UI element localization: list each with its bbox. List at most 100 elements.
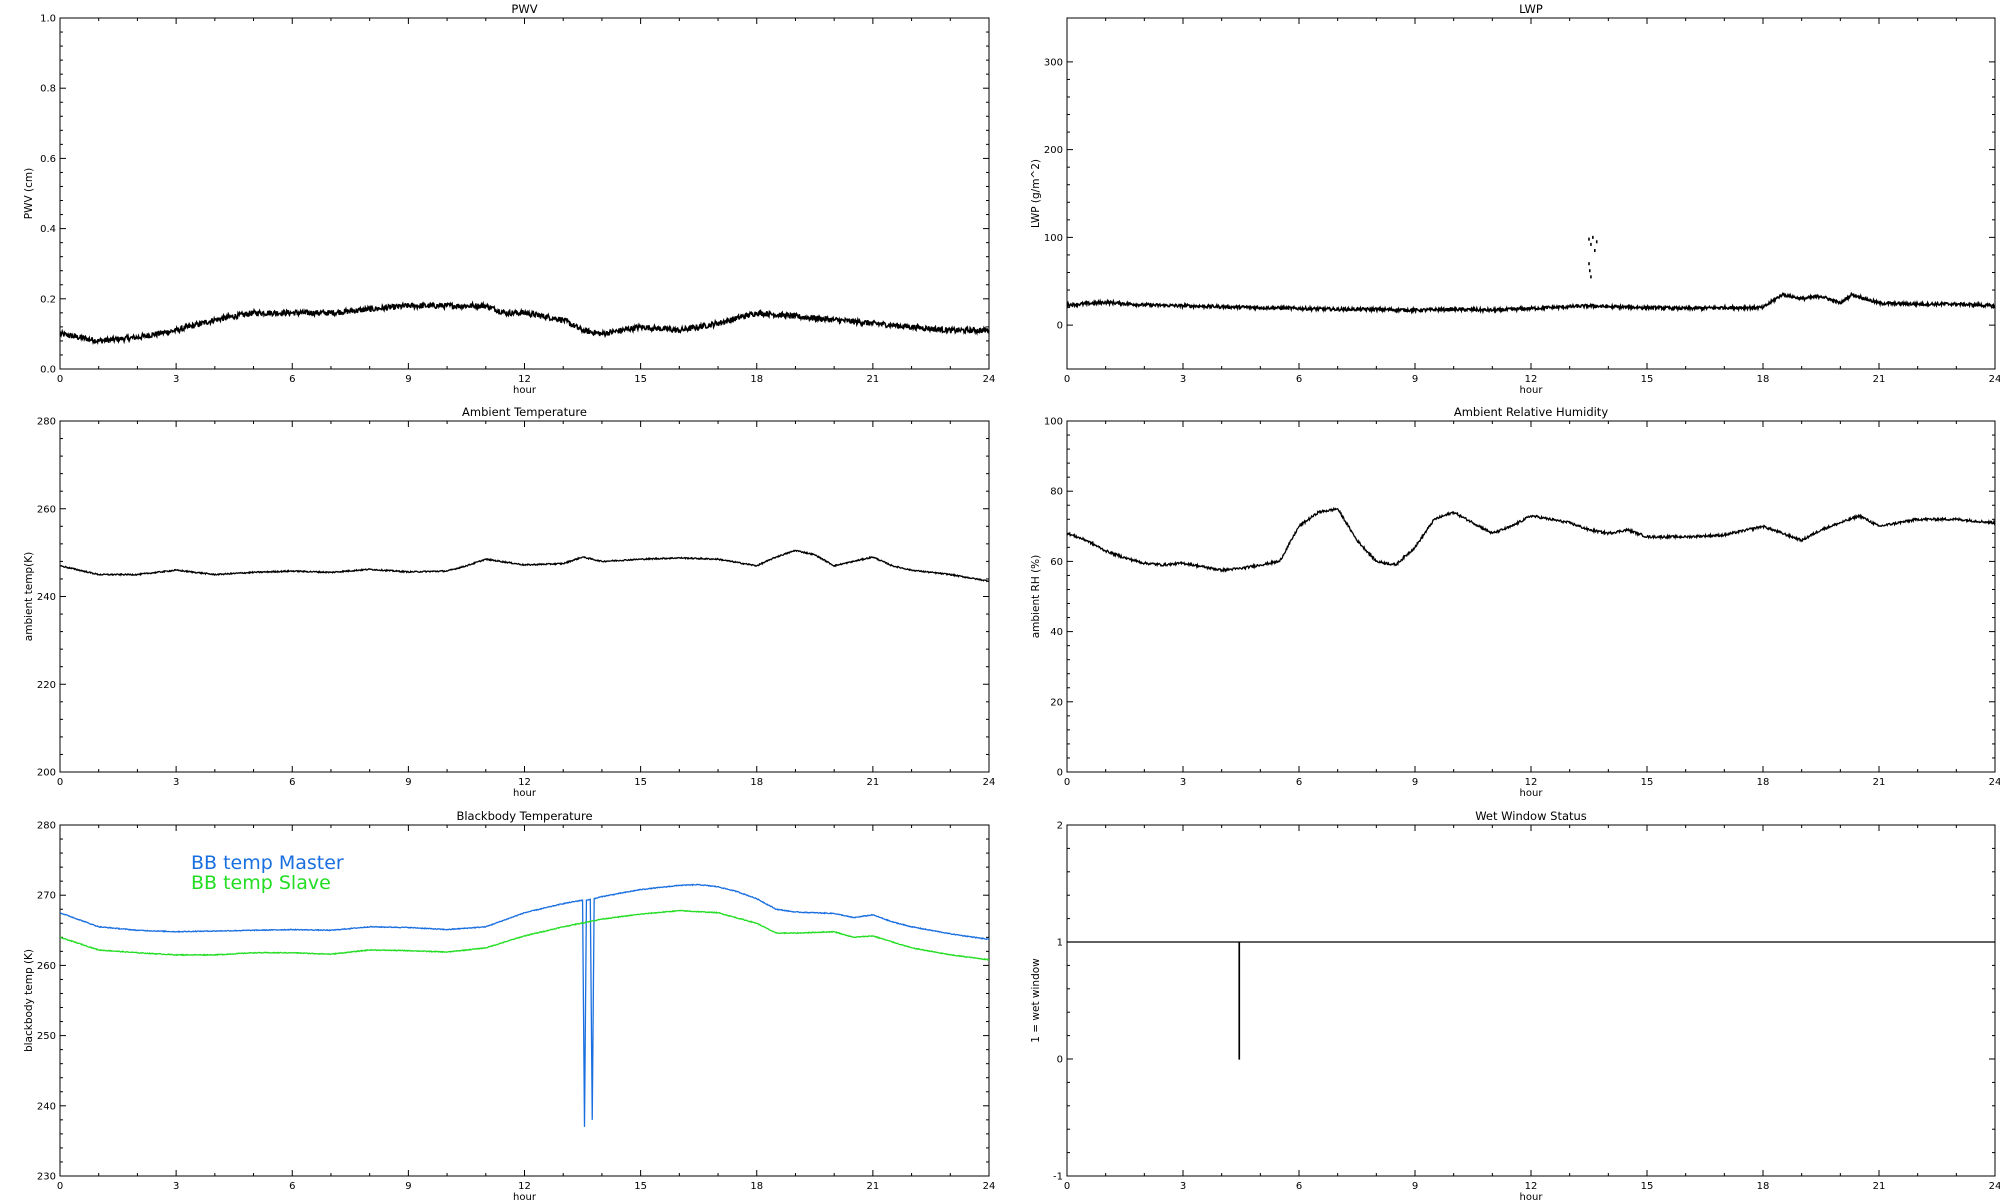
x-axis-label: hour xyxy=(1520,385,1544,396)
y-axis-label: ambient RH (%) xyxy=(1030,555,1042,639)
scatter-point xyxy=(1590,275,1592,279)
x-tick-label: 9 xyxy=(1412,374,1418,385)
legend-entry: BB temp Slave xyxy=(191,872,331,894)
chart-title: Blackbody Temperature xyxy=(456,809,592,823)
x-tick-label: 9 xyxy=(1412,1181,1418,1192)
x-tick-label: 21 xyxy=(1873,1181,1886,1192)
y-tick-label: 0.8 xyxy=(40,84,56,95)
x-tick-label: 0 xyxy=(1064,1181,1070,1192)
x-tick-label: 3 xyxy=(1180,374,1186,385)
y-tick-label: 200 xyxy=(37,768,56,779)
chart-bb_temp: Blackbody Temperature 0 3 6 9 12 15 18 21 24 hour 2… xyxy=(23,809,995,1200)
x-tick-label: 3 xyxy=(1180,777,1186,788)
x-tick-label: 12 xyxy=(518,777,531,788)
y-tick-label: 60 xyxy=(1050,557,1063,568)
x-tick-label: 21 xyxy=(1873,777,1886,788)
y-tick-label: 1 xyxy=(1057,938,1063,949)
y-tick-label: 100 xyxy=(1044,233,1063,244)
x-tick-label: 0 xyxy=(57,374,63,385)
x-tick-label: 18 xyxy=(1757,374,1770,385)
x-tick-label: 15 xyxy=(1641,777,1654,788)
y-tick-label: 270 xyxy=(37,891,56,902)
x-tick-label: 9 xyxy=(405,374,411,385)
scatter-point xyxy=(1592,235,1594,239)
y-tick-label: 1.0 xyxy=(40,14,56,25)
y-tick-label: 0.0 xyxy=(40,365,56,376)
plot-frame xyxy=(1066,17,1996,370)
x-tick-label: 12 xyxy=(1525,374,1538,385)
x-tick-label: 0 xyxy=(1064,777,1070,788)
x-tick-label: 0 xyxy=(57,777,63,788)
x-tick-label: 9 xyxy=(1412,777,1418,788)
series-line-1 xyxy=(59,909,990,961)
scatter-point xyxy=(1588,269,1591,273)
x-tick-label: 15 xyxy=(634,1181,647,1192)
x-tick-label: 21 xyxy=(867,1181,880,1192)
y-tick-label: 2 xyxy=(1057,821,1063,832)
y-tick-label: 200 xyxy=(1044,145,1063,156)
y-tick-label: 0 xyxy=(1057,768,1063,779)
chart-ambient_temp: Ambient Temperature 0 3 6 9 12 15 18 21 24 hour 200… xyxy=(23,405,995,799)
x-tick-label: 21 xyxy=(867,777,880,788)
series-line-0 xyxy=(59,549,990,583)
x-tick-label: 15 xyxy=(1641,1181,1654,1192)
x-tick-label: 0 xyxy=(57,1181,63,1192)
scatter-point xyxy=(1588,262,1590,266)
y-tick-label: 260 xyxy=(37,504,56,515)
x-tick-label: 6 xyxy=(1296,1181,1302,1192)
y-tick-label: 230 xyxy=(37,1172,56,1183)
chart-title: LWP xyxy=(1519,2,1543,16)
x-tick-label: 3 xyxy=(173,1181,179,1192)
plot-frame xyxy=(59,420,990,773)
plot-frame xyxy=(1066,420,1996,773)
x-tick-label: 12 xyxy=(1525,1181,1538,1192)
x-axis-label: hour xyxy=(513,1192,537,1200)
y-tick-label: 0.6 xyxy=(40,154,56,165)
chart-title: Ambient Temperature xyxy=(462,405,587,419)
x-tick-label: 3 xyxy=(1180,1181,1186,1192)
legend-entry: BB temp Master xyxy=(191,852,344,874)
scatter-point xyxy=(1595,240,1598,244)
chart-title: Ambient Relative Humidity xyxy=(1454,405,1608,419)
y-tick-label: 300 xyxy=(1044,57,1063,68)
y-tick-label: 220 xyxy=(37,680,56,691)
y-tick-label: 0.4 xyxy=(40,224,56,235)
series-line-0 xyxy=(1067,941,1995,1060)
y-tick-label: 0 xyxy=(1057,321,1063,332)
x-tick-label: 18 xyxy=(750,1181,763,1192)
y-tick-label: 80 xyxy=(1050,487,1063,498)
x-tick-label: 0 xyxy=(1064,374,1070,385)
x-tick-label: 24 xyxy=(1989,777,2000,788)
x-tick-label: 12 xyxy=(1525,777,1538,788)
x-tick-label: 3 xyxy=(173,777,179,788)
x-tick-label: 15 xyxy=(634,374,647,385)
series-line-0 xyxy=(1066,291,1996,315)
x-tick-label: 6 xyxy=(1296,777,1302,788)
x-tick-label: 9 xyxy=(405,1181,411,1192)
y-tick-label: 280 xyxy=(37,821,56,832)
x-tick-label: 6 xyxy=(289,374,295,385)
y-tick-label: 40 xyxy=(1050,627,1063,638)
x-tick-label: 24 xyxy=(1989,374,2000,385)
series-line-0 xyxy=(60,883,990,1127)
x-tick-label: 24 xyxy=(983,777,996,788)
y-axis-label: ambient temp(K) xyxy=(23,552,35,641)
x-tick-label: 9 xyxy=(405,777,411,788)
scatter-point xyxy=(1588,237,1590,241)
y-tick-label: 280 xyxy=(37,417,56,428)
x-tick-label: 18 xyxy=(1757,777,1770,788)
x-tick-label: 15 xyxy=(634,777,647,788)
y-axis-label: PWV (cm) xyxy=(23,168,35,219)
x-tick-label: 6 xyxy=(289,1181,295,1192)
x-tick-label: 6 xyxy=(1296,374,1302,385)
y-tick-label: 240 xyxy=(37,592,56,603)
y-axis-label: LWP (g/m^2) xyxy=(1030,159,1042,228)
chart-ambient_rh: Ambient Relative Humidity 0 3 6 9 12 15 18 21 24 h… xyxy=(1030,405,2000,799)
y-axis-label: blackbody temp (K) xyxy=(23,949,35,1052)
x-tick-label: 18 xyxy=(1757,1181,1770,1192)
y-tick-label: 260 xyxy=(37,961,56,972)
x-tick-label: 18 xyxy=(750,374,763,385)
chart-title: PWV xyxy=(511,2,537,16)
